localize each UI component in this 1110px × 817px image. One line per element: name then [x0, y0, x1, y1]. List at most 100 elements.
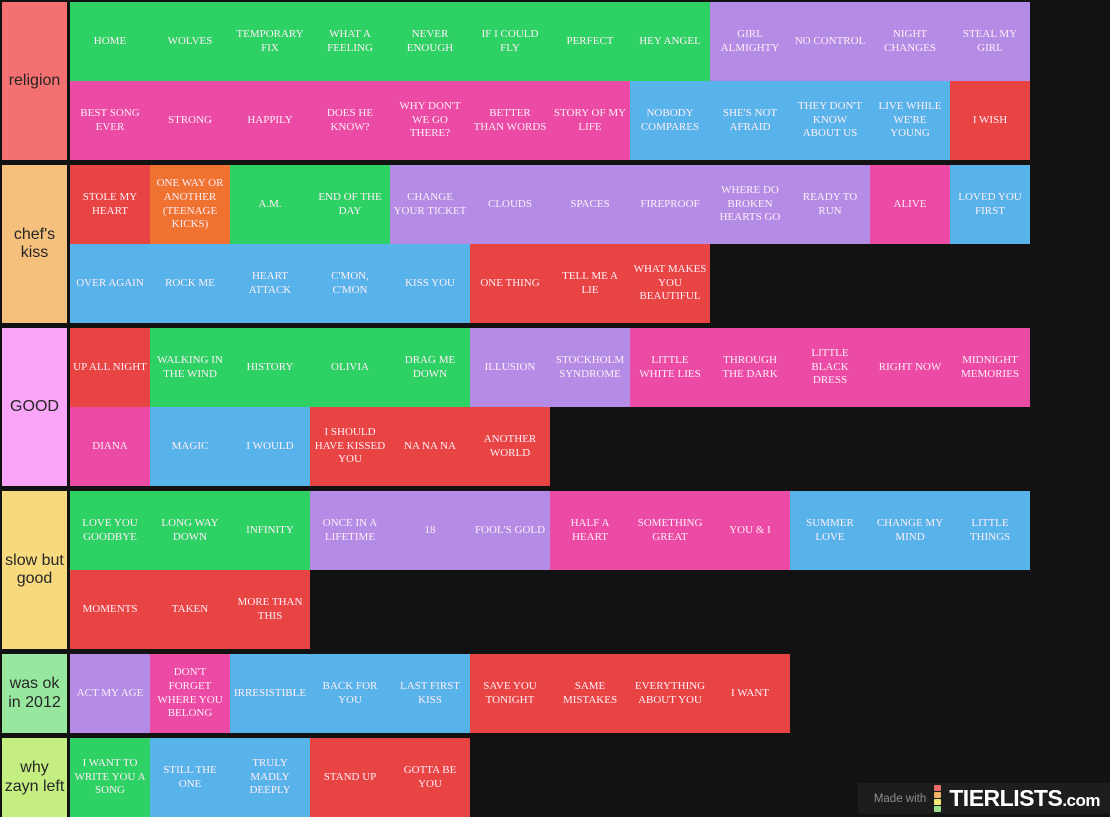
song-cell[interactable]: STILL THE ONE	[150, 738, 230, 817]
song-cell[interactable]: WHAT MAKES YOU BEAUTIFUL	[630, 244, 710, 323]
watermark: Made with TIERLISTS.com	[857, 783, 1110, 814]
song-cell[interactable]: CHANGE YOUR TICKET	[390, 165, 470, 244]
song-cell[interactable]: TEMPORARY FIX	[230, 2, 310, 81]
song-cell[interactable]: SAME MISTAKES	[550, 654, 630, 733]
song-cell[interactable]: MAGIC	[150, 407, 230, 486]
tierlists-logo[interactable]: TIERLISTS.com	[949, 785, 1100, 812]
song-cell[interactable]: HALF A HEART	[550, 491, 630, 570]
tier-row: GOOD UP ALL NIGHT WALKING IN THE WIND HISTO…	[0, 328, 1110, 486]
song-cell[interactable]: STOLE MY HEART	[70, 165, 150, 244]
song-cell[interactable]: WHAT A FEELING	[310, 2, 390, 81]
song-cell[interactable]: NO CONTROL	[790, 2, 870, 81]
song-cell[interactable]: BACK FOR YOU	[310, 654, 390, 733]
song-cell[interactable]: ONE WAY OR ANOTHER (TEENAGE KICKS)	[150, 165, 230, 244]
song-cell[interactable]: RIGHT NOW	[870, 328, 950, 407]
song-cell[interactable]: STOCKHOLM SYNDROME	[550, 328, 630, 407]
song-cell[interactable]: EVERYTHING ABOUT YOU	[630, 654, 710, 733]
song-cell[interactable]: TELL ME A LIE	[550, 244, 630, 323]
song-cell[interactable]: MOMENTS	[70, 570, 150, 649]
song-cell[interactable]: NIGHT CHANGES	[870, 2, 950, 81]
song-cell[interactable]: NOBODY COMPARES	[630, 81, 710, 160]
song-cell[interactable]: CLOUDS	[470, 165, 550, 244]
song-cell[interactable]: LONG WAY DOWN	[150, 491, 230, 570]
song-cell[interactable]: GIRL ALMIGHTY	[710, 2, 790, 81]
song-cell[interactable]: STEAL MY GIRL	[950, 2, 1030, 81]
song-cell[interactable]: NEVER ENOUGH	[390, 2, 470, 81]
song-cell[interactable]: SOMETHING GREAT	[630, 491, 710, 570]
song-cell[interactable]: DIANA	[70, 407, 150, 486]
song-cell[interactable]: C'MON, C'MON	[310, 244, 390, 323]
song-cell[interactable]: LITTLE BLACK DRESS	[790, 328, 870, 407]
song-cell[interactable]: A.M.	[230, 165, 310, 244]
song-cell[interactable]: HEART ATTACK	[230, 244, 310, 323]
song-cell[interactable]: I WISH	[950, 81, 1030, 160]
song-cell[interactable]: BEST SONG EVER	[70, 81, 150, 160]
tierlists-icon	[934, 785, 942, 812]
song-cell[interactable]: SUMMER LOVE	[790, 491, 870, 570]
tier-cells: STOLE MY HEART ONE WAY OR ANOTHER (TEENAG…	[70, 165, 1030, 323]
song-cell[interactable]: MIDNIGHT MEMORIES	[950, 328, 1030, 407]
song-cell[interactable]: DOES HE KNOW?	[310, 81, 390, 160]
song-cell[interactable]: NA NA NA	[390, 407, 470, 486]
cells-line: I WANT TO WRITE YOU A SONG STILL THE ONE T…	[70, 738, 470, 817]
song-cell[interactable]: PERFECT	[550, 2, 630, 81]
song-cell[interactable]: STRONG	[150, 81, 230, 160]
song-cell[interactable]: DON'T FORGET WHERE YOU BELONG	[150, 654, 230, 733]
song-cell[interactable]: 18	[390, 491, 470, 570]
song-cell[interactable]: THEY DON'T KNOW ABOUT US	[790, 81, 870, 160]
song-cell[interactable]: HOME	[70, 2, 150, 81]
tier-row: religion HOME WOLVES TEMPORARY FIX WHAT A FE…	[0, 2, 1110, 160]
song-cell[interactable]: ACT MY AGE	[70, 654, 150, 733]
song-cell[interactable]: FIREPROOF	[630, 165, 710, 244]
song-cell[interactable]: YOU & I	[710, 491, 790, 570]
song-cell[interactable]: INFINITY	[230, 491, 310, 570]
song-cell[interactable]: MORE THAN THIS	[230, 570, 310, 649]
song-cell[interactable]: HEY ANGEL	[630, 2, 710, 81]
song-cell[interactable]: HISTORY	[230, 328, 310, 407]
song-cell[interactable]: WALKING IN THE WIND	[150, 328, 230, 407]
song-cell[interactable]: IRRESISTIBLE	[230, 654, 310, 733]
song-cell[interactable]: IF I COULD FLY	[470, 2, 550, 81]
song-cell[interactable]: ALIVE	[870, 165, 950, 244]
song-cell[interactable]: UP ALL NIGHT	[70, 328, 150, 407]
song-cell[interactable]: WOLVES	[150, 2, 230, 81]
song-cell[interactable]: READY TO RUN	[790, 165, 870, 244]
song-cell[interactable]: I WANT TO WRITE YOU A SONG	[70, 738, 150, 817]
song-cell[interactable]: ROCK ME	[150, 244, 230, 323]
cells-line: STOLE MY HEART ONE WAY OR ANOTHER (TEENAG…	[70, 165, 1030, 244]
song-cell[interactable]: I SHOULD HAVE KISSED YOU	[310, 407, 390, 486]
song-cell[interactable]: OVER AGAIN	[70, 244, 150, 323]
song-cell[interactable]: FOOL'S GOLD	[470, 491, 550, 570]
song-cell[interactable]: TAKEN	[150, 570, 230, 649]
song-cell[interactable]: LITTLE WHITE LIES	[630, 328, 710, 407]
song-cell[interactable]: ONE THING	[470, 244, 550, 323]
song-cell[interactable]: LAST FIRST KISS	[390, 654, 470, 733]
song-cell[interactable]: THROUGH THE DARK	[710, 328, 790, 407]
song-cell[interactable]: I WOULD	[230, 407, 310, 486]
song-cell[interactable]: LITTLE THINGS	[950, 491, 1030, 570]
song-cell[interactable]: BETTER THAN WORDS	[470, 81, 550, 160]
song-cell[interactable]: LIVE WHILE WE'RE YOUNG	[870, 81, 950, 160]
song-cell[interactable]: SPACES	[550, 165, 630, 244]
song-cell[interactable]: SAVE YOU TONIGHT	[470, 654, 550, 733]
song-cell[interactable]: ONCE IN A LIFETIME	[310, 491, 390, 570]
song-cell[interactable]: OLIVIA	[310, 328, 390, 407]
song-cell[interactable]: END OF THE DAY	[310, 165, 390, 244]
tier-label: why zayn left	[2, 738, 67, 817]
song-cell[interactable]: DRAG ME DOWN	[390, 328, 470, 407]
song-cell[interactable]: ANOTHER WORLD	[470, 407, 550, 486]
song-cell[interactable]: ILLUSION	[470, 328, 550, 407]
song-cell[interactable]: I WANT	[710, 654, 790, 733]
song-cell[interactable]: SHE'S NOT AFRAID	[710, 81, 790, 160]
song-cell[interactable]: STAND UP	[310, 738, 390, 817]
song-cell[interactable]: CHANGE MY MIND	[870, 491, 950, 570]
song-cell[interactable]: LOVED YOU FIRST	[950, 165, 1030, 244]
song-cell[interactable]: TRULY MADLY DEEPLY	[230, 738, 310, 817]
song-cell[interactable]: WHY DON'T WE GO THERE?	[390, 81, 470, 160]
song-cell[interactable]: KISS YOU	[390, 244, 470, 323]
song-cell[interactable]: GOTTA BE YOU	[390, 738, 470, 817]
song-cell[interactable]: WHERE DO BROKEN HEARTS GO	[710, 165, 790, 244]
song-cell[interactable]: LOVE YOU GOODBYE	[70, 491, 150, 570]
song-cell[interactable]: HAPPILY	[230, 81, 310, 160]
song-cell[interactable]: STORY OF MY LIFE	[550, 81, 630, 160]
